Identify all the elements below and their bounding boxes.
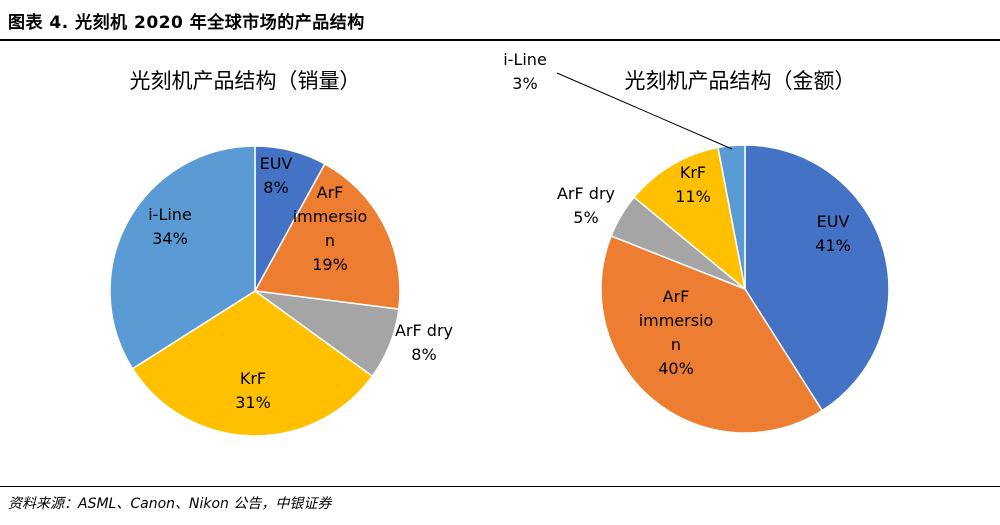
- bottom-rule: [0, 486, 1000, 487]
- data-label-euv: EUV 8%: [260, 154, 293, 197]
- source-note: 资料来源：ASML、Canon、Nikon 公告，中银证券: [8, 496, 332, 512]
- leader-line-i-line: [556, 72, 733, 150]
- figure-title: 图表 4. 光刻机 2020 年全球市场的产品结构: [8, 13, 365, 33]
- data-label-krf: KrF 11%: [675, 163, 711, 206]
- data-label-krf: KrF 31%: [235, 369, 271, 412]
- top-rule: [0, 39, 1000, 41]
- data-label-arf-immersion: ArF immersio n 40%: [639, 287, 714, 378]
- pie-slice-krf: [131, 290, 374, 437]
- pie-slice-i-line: [717, 144, 746, 290]
- pie-slice-euv: [744, 144, 890, 412]
- data-label-arf-immersion: ArF immersio n 19%: [293, 183, 368, 274]
- pie-slice-arf-immersion: [253, 162, 401, 311]
- pie-slice-arf-immersion: [600, 235, 824, 434]
- pie-slice-i-line: [109, 145, 256, 370]
- data-label-arf-dry: ArF dry 8%: [395, 321, 453, 364]
- data-label-i-line: i-Line 3%: [503, 50, 547, 93]
- chart-title: 光刻机产品结构（销量）: [130, 69, 361, 93]
- pie-chart-1: 光刻机产品结构（销量） EUV 8% ArF immersio n 19% ArF dry 8%…: [109, 69, 453, 437]
- charts-canvas: 光刻机产品结构（销量） EUV 8% ArF immersio n 19% ArF dry 8%…: [109, 50, 890, 437]
- pie-chart-2: 光刻机产品结构（金额） EUV 41% ArF immersio n 40% ArF dry 5…: [503, 50, 890, 434]
- data-label-arf-dry: ArF dry 5%: [557, 184, 615, 227]
- data-label-euv: EUV 41%: [815, 212, 851, 255]
- pie-slice-krf: [632, 146, 747, 291]
- chart-title: 光刻机产品结构（金额）: [625, 69, 856, 93]
- data-label-i-line: i-Line 34%: [148, 205, 192, 248]
